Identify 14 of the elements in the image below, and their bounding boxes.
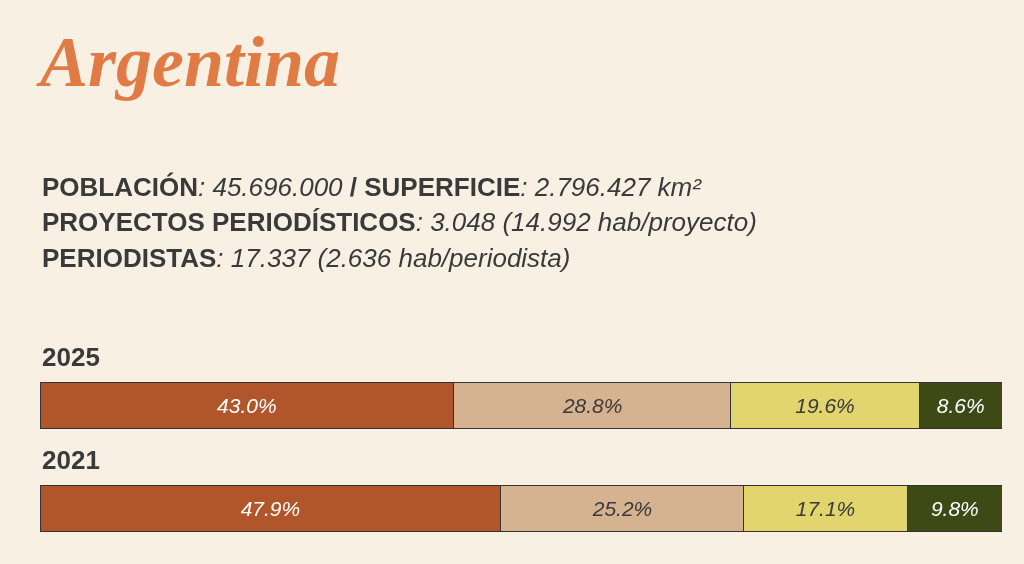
data-label: 8.6% <box>936 393 985 417</box>
data-label: 25.2% <box>591 496 653 520</box>
text: PROYECTOS PERIODÍSTICOS: 3.048 (14.992 hab/proyecto) <box>42 207 757 237</box>
chart-title: Argentina <box>36 21 341 102</box>
y-tick-label: 2021 <box>42 445 100 475</box>
data-label: 28.8% <box>561 393 623 417</box>
text: POBLACIÓN: 45.696.000 / SUPERFICIE: 2.796.427 km² <box>42 172 703 202</box>
data-label: 47.9% <box>240 496 301 520</box>
data-label: 43.0% <box>217 393 277 417</box>
data-label: 17.1% <box>795 496 856 520</box>
y-tick-label: 2025 <box>42 342 100 372</box>
data-label: 19.6% <box>795 393 855 417</box>
data-label: 9.8% <box>930 496 979 520</box>
text: PERIODISTAS: 17.337 (2.636 hab/periodista) <box>42 243 571 273</box>
